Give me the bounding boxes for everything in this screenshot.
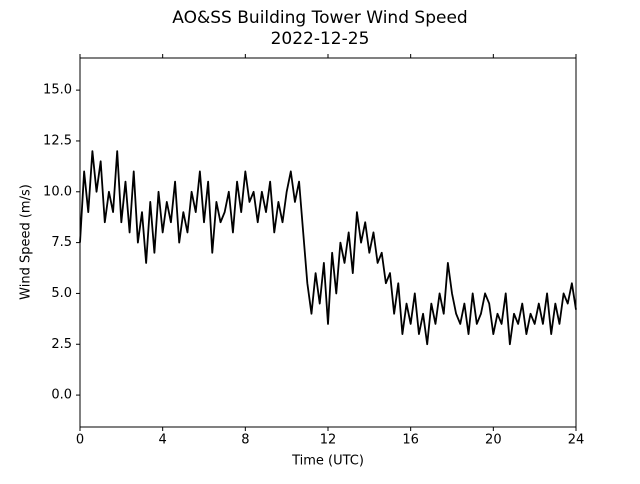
y-tick-label: 5.0 bbox=[51, 286, 72, 301]
x-axis-label: Time (UTC) bbox=[291, 454, 364, 469]
y-tick-label: 12.5 bbox=[43, 133, 72, 148]
chart-subtitle: 2022-12-25 bbox=[271, 29, 370, 49]
x-tick-label: 20 bbox=[485, 433, 502, 448]
y-tick-label: 2.5 bbox=[51, 337, 72, 352]
x-tick-label: 0 bbox=[76, 433, 84, 448]
y-tick-label: 7.5 bbox=[51, 235, 72, 250]
chart-title: AO&SS Building Tower Wind Speed bbox=[172, 8, 467, 28]
y-tick-label: 10.0 bbox=[43, 184, 72, 199]
x-tick-label: 12 bbox=[320, 433, 337, 448]
x-tick-label: 16 bbox=[402, 433, 419, 448]
y-tick-label: 0.0 bbox=[51, 388, 72, 403]
x-tick-label: 8 bbox=[241, 433, 249, 448]
x-tick-label: 24 bbox=[568, 433, 585, 448]
y-tick-label: 15.0 bbox=[43, 83, 72, 98]
data-line bbox=[79, 150, 577, 346]
y-axis-label: Wind Speed (m/s) bbox=[19, 184, 34, 300]
x-tick-label: 4 bbox=[159, 433, 167, 448]
